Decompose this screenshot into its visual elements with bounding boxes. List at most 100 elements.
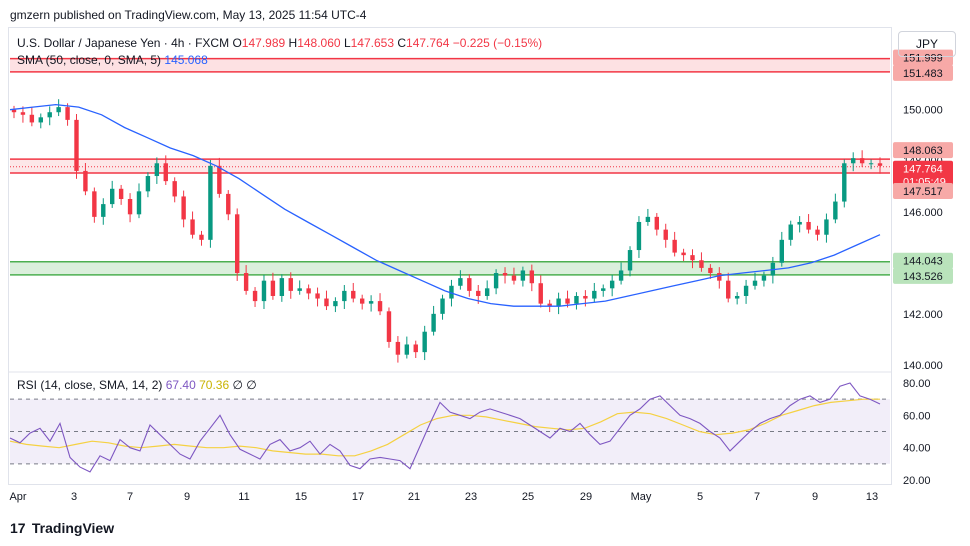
candle-body	[717, 273, 722, 281]
candle-body	[529, 270, 535, 284]
candle-body	[458, 278, 463, 286]
candle-body	[101, 204, 106, 217]
rsi-extra: ∅ ∅	[232, 378, 257, 392]
candle-body	[672, 239, 677, 253]
close-label: C	[397, 36, 407, 50]
candle-body	[690, 255, 695, 261]
x-tick-label: 5	[697, 491, 703, 503]
tradingview-brand: TradingView	[31, 520, 115, 536]
candle-body	[806, 221, 811, 230]
candle-body	[734, 295, 740, 299]
tradingview-footer[interactable]: 17 TradingView	[10, 520, 114, 536]
symbol-legend[interactable]: U.S. Dollar / Japanese Yen · 4h · FXCM O…	[17, 36, 542, 50]
candle-body	[74, 119, 79, 171]
candle-body	[708, 267, 713, 274]
candle-body	[618, 270, 624, 281]
rsi-value: 67.40	[165, 378, 196, 392]
candle-body	[851, 158, 856, 164]
rsi-ma-value: 70.36	[199, 378, 230, 392]
candle-body	[297, 288, 302, 291]
resistance-top-label-box	[893, 49, 953, 66]
candle-body	[333, 301, 338, 307]
candle-body	[199, 234, 204, 240]
x-tick-label: 3	[71, 491, 77, 503]
candle-body	[547, 303, 552, 307]
candle-body	[47, 112, 52, 118]
support-top-label-box	[893, 252, 953, 269]
x-tick-label: May	[631, 491, 652, 503]
candle-body	[699, 260, 704, 268]
candle-body	[833, 201, 838, 220]
candle-body	[493, 273, 499, 289]
candle-body	[574, 295, 579, 304]
resistance-zone	[10, 58, 890, 72]
rsi-tick-label: 40.00	[903, 443, 931, 455]
symbol-name: U.S. Dollar / Japanese Yen · 4h · FXCM	[17, 36, 230, 50]
resistance-bottom-label: 151.483	[903, 68, 943, 80]
sma-line	[9, 103, 881, 307]
candle-body	[217, 165, 222, 194]
candle-body	[467, 278, 472, 291]
y-tick-label: 140.000	[903, 360, 943, 372]
candle-body	[65, 107, 70, 120]
candle-body	[83, 170, 88, 192]
rsi-tick-label: 80.00	[903, 378, 931, 390]
candle-body	[431, 313, 436, 332]
close-value: 147.764	[406, 36, 450, 50]
rsi-legend[interactable]: RSI (14, close, SMA, 14, 2) 67.40 70.36 …	[17, 378, 257, 392]
candle-body	[306, 288, 311, 294]
sma-label: SMA (50, close, 0, SMA, 5)	[17, 53, 162, 67]
sma-legend[interactable]: SMA (50, close, 0, SMA, 5) 145.068	[17, 53, 208, 67]
candle-body	[288, 278, 293, 291]
candle-body	[520, 270, 526, 281]
candle-body	[11, 109, 17, 113]
candle-body	[368, 301, 374, 304]
x-tick-label: 7	[127, 491, 133, 503]
candle-body	[190, 219, 195, 235]
candle-body	[752, 280, 758, 286]
rsi-tick-label: 60.00	[903, 410, 931, 422]
open-label: O	[232, 36, 242, 50]
candle-body	[565, 298, 570, 304]
last-price-label: 147.764	[903, 164, 943, 176]
candle-body	[110, 188, 115, 205]
candle-body	[56, 107, 61, 113]
candle-body	[351, 290, 356, 299]
candle-body	[181, 196, 186, 220]
x-tick-label: Apr	[9, 491, 26, 503]
x-tick-label: 9	[184, 491, 190, 503]
low-value: 147.653	[350, 36, 395, 50]
candle-body	[422, 331, 427, 353]
zone-top-label: 148.063	[903, 145, 943, 157]
zone-bottom-label: 147.517	[903, 186, 943, 198]
support-bottom-label-box	[893, 267, 953, 284]
candle-body	[627, 250, 633, 271]
mid-zone	[10, 159, 890, 174]
currency-button[interactable]: JPY	[898, 31, 956, 57]
candle-body	[484, 288, 490, 296]
tradingview-logo-icon: 17	[10, 520, 26, 536]
candle-body	[118, 188, 124, 199]
candle-body	[797, 221, 802, 225]
y-tick-label: 146.000	[903, 207, 943, 219]
candle-body	[681, 252, 686, 256]
x-tick-label: 25	[522, 491, 534, 503]
zone-top-label-box	[893, 142, 953, 159]
candle-body	[502, 273, 508, 276]
x-tick-label: 17	[352, 491, 364, 503]
candle-body	[440, 298, 445, 314]
candle-body	[824, 219, 829, 235]
candle-body	[279, 278, 285, 296]
candle-body	[788, 224, 793, 240]
candle-body	[38, 117, 43, 123]
rsi-tick-label: 20.00	[903, 475, 931, 487]
rsi-line	[9, 382, 881, 473]
candle-body	[413, 344, 418, 353]
sma-value: 145.068	[164, 53, 208, 67]
candle-body	[377, 301, 383, 312]
publisher-header: gmzern published on TradingView.com, May…	[10, 8, 367, 22]
candle-body	[145, 176, 151, 192]
candle-body	[29, 114, 35, 123]
candle-body	[556, 298, 561, 307]
